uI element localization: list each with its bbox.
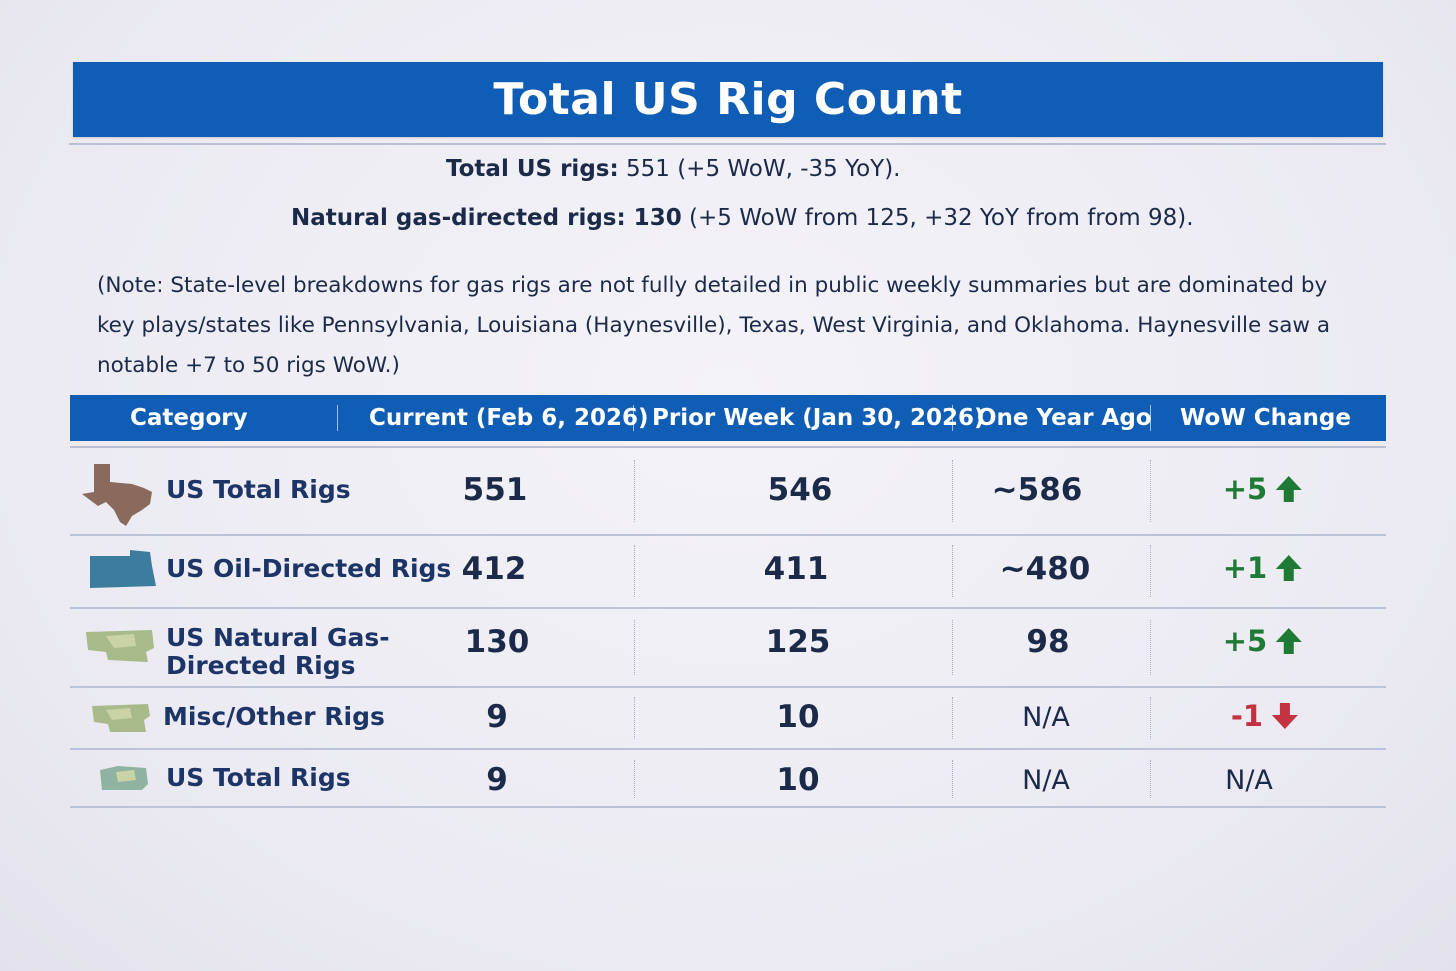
row-wow-change: +5 — [1223, 472, 1303, 506]
row-category-line2: Directed Rigs — [166, 651, 356, 680]
state-map-icon — [90, 550, 156, 588]
column-separator — [634, 697, 635, 739]
header-current: Current (Feb 6, 2026) — [369, 405, 649, 431]
row-category-line1: US Natural Gas- — [166, 623, 390, 652]
table-bottom-divider — [70, 806, 1386, 808]
row-year-ago: N/A — [1022, 702, 1070, 733]
row-wow-value: +1 — [1222, 551, 1268, 585]
summary-total-label: Total US rigs: — [446, 156, 619, 182]
row-wow-change: -1 — [1231, 699, 1299, 733]
column-separator — [1150, 620, 1151, 675]
row-category: US Total Rigs — [166, 475, 351, 504]
row-current: 9 — [486, 699, 508, 735]
row-current: 412 — [461, 551, 527, 587]
row-wow-change: N/A — [1225, 765, 1273, 796]
header-divider — [633, 405, 634, 431]
header-category: Category — [130, 405, 248, 431]
row-current: 551 — [462, 472, 528, 508]
column-separator — [634, 760, 635, 798]
column-separator — [1150, 460, 1151, 522]
table-header: Category Current (Feb 6, 2026) Prior Wee… — [70, 395, 1386, 441]
row-wow-value: +5 — [1222, 624, 1268, 658]
row-year-ago: 98 — [1026, 624, 1070, 660]
column-separator — [634, 545, 635, 597]
row-divider — [70, 748, 1386, 750]
column-separator — [1150, 697, 1151, 739]
header-divider-line — [70, 446, 1386, 448]
arrow-up-icon — [1276, 555, 1303, 581]
row-current: 130 — [464, 624, 530, 660]
gas-region-map-icon — [86, 630, 154, 662]
row-prior: 10 — [776, 762, 820, 798]
row-wow-value: N/A — [1225, 765, 1273, 796]
summary-gas-text: (+5 WoW from 125, +32 YoY from from 98). — [681, 205, 1194, 231]
column-separator — [952, 620, 953, 675]
row-year-ago: ~586 — [991, 472, 1083, 508]
summary-total-line: Total US rigs: 551 (+5 WoW, -35 YoY). — [446, 156, 901, 182]
row-category: Misc/Other Rigs — [163, 702, 385, 731]
row-year-ago: N/A — [1022, 765, 1070, 796]
row-current: 9 — [486, 762, 508, 798]
column-separator — [1150, 545, 1151, 597]
texas-map-icon — [82, 464, 152, 526]
row-divider — [70, 686, 1386, 688]
row-category: US Total Rigs — [166, 763, 351, 792]
header-divider — [1150, 405, 1151, 431]
misc-region-map-icon — [92, 704, 150, 732]
row-divider — [70, 607, 1386, 609]
header-divider — [337, 405, 338, 431]
column-separator — [952, 697, 953, 739]
row-divider — [70, 534, 1386, 536]
arrow-down-icon — [1272, 703, 1299, 729]
column-separator — [952, 460, 953, 522]
column-separator — [952, 545, 953, 597]
column-separator — [634, 460, 635, 522]
row-wow-change: +1 — [1223, 551, 1303, 585]
header-prior-week: Prior Week (Jan 30, 2026) — [652, 405, 985, 431]
title-banner: Total US Rig Count — [73, 62, 1383, 137]
row-prior: 411 — [763, 551, 829, 587]
summary-gas-label: Natural gas-directed rigs: 130 — [291, 205, 682, 231]
row-wow-value: -1 — [1230, 699, 1264, 733]
row-prior: 546 — [767, 472, 833, 508]
arrow-up-icon — [1276, 476, 1303, 502]
column-separator — [952, 760, 953, 798]
row-year-ago: ~480 — [999, 551, 1091, 587]
title-divider — [69, 143, 1386, 145]
small-region-map-icon — [100, 766, 148, 790]
summary-gas-line: Natural gas-directed rigs: 130 (+5 WoW f… — [291, 205, 1194, 231]
header-divider — [952, 405, 953, 431]
row-prior: 10 — [776, 699, 820, 735]
column-separator — [1150, 760, 1151, 798]
summary-total-text: 551 (+5 WoW, -35 YoY). — [618, 156, 901, 182]
row-prior: 125 — [765, 624, 831, 660]
column-separator — [634, 620, 635, 675]
header-one-year-ago: One Year Ago — [977, 405, 1152, 431]
header-wow-change: WoW Change — [1180, 405, 1351, 431]
page-title: Total US Rig Count — [493, 74, 963, 125]
row-wow-value: +5 — [1222, 472, 1268, 506]
arrow-up-icon — [1276, 628, 1303, 654]
row-wow-change: +5 — [1223, 624, 1303, 658]
row-category: US Oil-Directed Rigs — [166, 554, 452, 583]
note-paragraph: (Note: State-level breakdowns for gas ri… — [97, 273, 1331, 378]
